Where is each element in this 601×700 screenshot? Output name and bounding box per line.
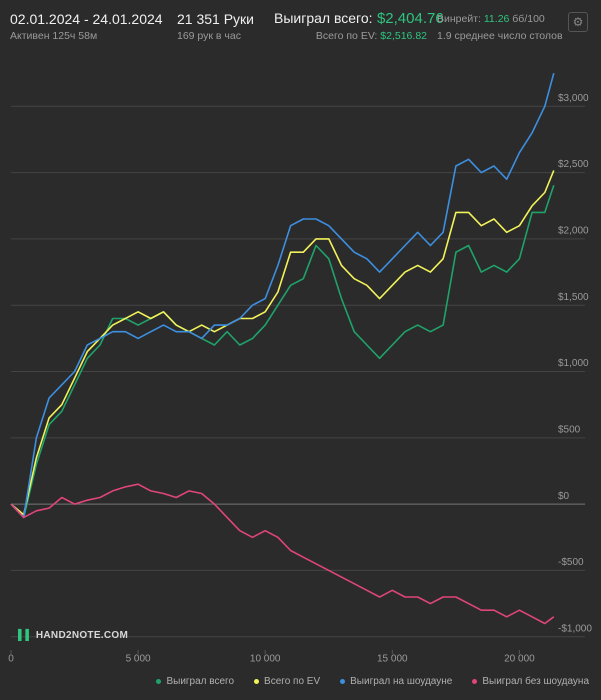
y-tick-label: -$500 [558, 557, 584, 568]
ev-label: Всего по EV: [315, 30, 378, 42]
x-tick-label: 0 [8, 654, 14, 665]
legend: Выиграл всего Всего по EV Выиграл на шоуда… [156, 676, 589, 687]
series-line [10, 72, 555, 519]
y-tick-label: $3,000 [558, 93, 589, 104]
legend-dot [254, 679, 260, 684]
watermark-text: HAND2NOTE.COM [35, 630, 129, 641]
ev-block: Всего по EV: $2,516.82 [316, 30, 427, 42]
y-tick-label: $2,500 [558, 159, 589, 170]
avg-tables: 1.9 среднее число столов [437, 30, 563, 42]
legend-dot [472, 679, 478, 684]
y-tick-label: $1,500 [558, 292, 589, 303]
won-label: Выиграл всего: [274, 10, 373, 26]
hands-per-hour: 169 рук в час [177, 30, 241, 42]
y-tick-label: $0 [558, 491, 570, 502]
legend-item[interactable]: Выиграл на шоудауне [340, 676, 452, 687]
watermark: ▌▌ HAND2NOTE.COM [18, 630, 129, 641]
won-value: $2,404.76 [376, 10, 444, 27]
legend-label: Всего по EV [264, 676, 321, 687]
series-line [10, 184, 555, 519]
date-range: 02.01.2024 - 24.01.2024 [10, 11, 163, 27]
ev-value: $2,516.82 [380, 30, 427, 42]
active-time: Активен 125ч 58м [10, 30, 98, 42]
winrate-unit: бб/100 [512, 13, 545, 25]
legend-item[interactable]: Выиграл без шоудауна [472, 676, 589, 687]
won-block: Выиграл всего: $2,404.76 [274, 10, 444, 28]
y-tick-label: $2,000 [558, 226, 589, 237]
winrate-value: 11.26 [483, 13, 510, 25]
legend-dot [340, 679, 346, 684]
winrate-block: Винрейт: 11.26 бб/100 [437, 13, 545, 25]
legend-label: Выиграл на шоудауне [350, 676, 453, 687]
series-line [10, 170, 555, 516]
legend-item[interactable]: Всего по EV [254, 676, 320, 687]
y-tick-label: -$1,000 [558, 623, 592, 634]
y-tick-label: $1,000 [558, 358, 589, 369]
y-tick-label: $500 [558, 424, 581, 435]
legend-label: Выиграл всего [166, 676, 235, 687]
x-tick-label: 15 000 [377, 654, 408, 665]
x-tick-label: 20 000 [504, 654, 535, 665]
series-line [10, 483, 555, 625]
x-tick-label: 5 000 [126, 654, 151, 665]
legend-dot [156, 679, 162, 684]
x-tick-label: 10 000 [250, 654, 281, 665]
settings-button[interactable]: ⚙ [568, 12, 588, 32]
legend-item[interactable]: Выиграл всего [156, 676, 234, 687]
legend-label: Выиграл без шоудауна [482, 676, 589, 687]
winrate-label: Винрейт: [437, 13, 481, 25]
hands: 21 351 Руки [177, 11, 254, 27]
